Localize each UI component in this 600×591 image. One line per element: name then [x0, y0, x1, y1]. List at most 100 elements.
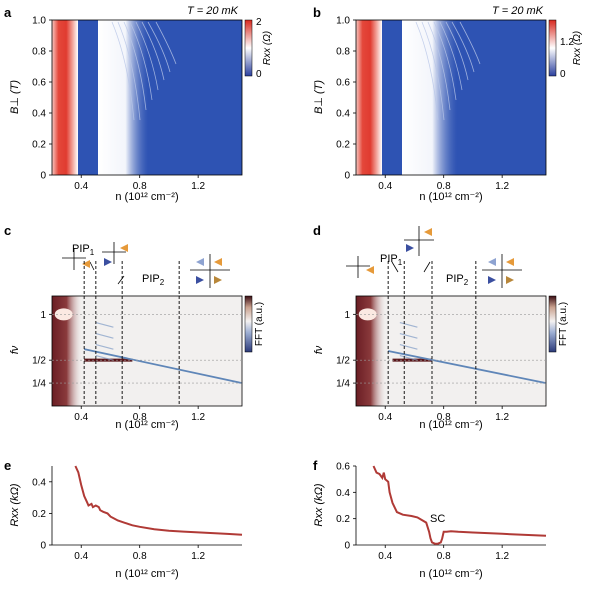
panel-b-cbar-label: Rxx (Ω)	[572, 31, 583, 65]
panel-c-pip2: PIP2	[142, 273, 165, 287]
panel-f-x-ticks: 0.4 0.8 1.2	[378, 545, 510, 562]
panel-a-cbar-max: 2	[256, 17, 262, 28]
panel-f-sc-label: SC	[430, 513, 445, 525]
panel-d-cbar-label: FFT (a.u.)	[558, 302, 569, 346]
panel-d-y-tick-label: 1/2	[336, 356, 350, 367]
panel-f-series-line	[372, 465, 547, 545]
panel-c-orange-state-1	[82, 260, 90, 268]
panel-b-temperature: T = 20 mK	[492, 5, 544, 17]
panel-b-x-tick-label: 1.2	[495, 181, 509, 192]
panel-b-y-tick-label: 1.0	[336, 16, 350, 27]
panel-f-y-tick-label: 0	[344, 541, 350, 552]
panel-b-cbar-min: 0	[560, 69, 566, 80]
panel-e-xlabel: n (10¹² cm⁻²)	[115, 568, 178, 580]
panel-b-x-tick-label: 0.4	[378, 181, 392, 192]
panel-e-x-tick-label: 1.2	[191, 551, 205, 562]
panel-d-fft-trace	[387, 350, 547, 384]
panel-a-x-tick-label: 0.8	[133, 181, 147, 192]
panel-c-x-tick-label: 0.4	[74, 412, 88, 423]
panel-e-x-tick-label: 0.8	[133, 551, 147, 562]
panel-a-cbar-label: Rxx (Ω)	[262, 31, 273, 65]
panel-f-y-tick-label: 0.6	[336, 462, 350, 473]
panel-a-ylabel: B⊥ (T)	[9, 80, 21, 114]
panel-c-orange-state-2	[120, 244, 128, 252]
panel-d-fft-streak	[399, 344, 418, 350]
panel-e-y-tick-label: 0.4	[32, 477, 46, 488]
panel-c-blue-state-1	[104, 258, 112, 266]
panel-letter-d: d	[313, 223, 321, 238]
panel-e-series-line	[74, 465, 243, 536]
panel-c-fft-trace	[83, 348, 243, 384]
panel-d-lightblue-state	[488, 258, 496, 266]
panel-a-cbar-min: 0	[256, 69, 262, 80]
panel-c-fft-streak	[95, 355, 114, 361]
panel-a-temperature: T = 20 mK	[187, 5, 239, 17]
panel-c-orange-state-3	[214, 258, 222, 266]
panel-a: T = 20 mK 0.4 0.8 1.2 0 0.2 0.4 0.6 0.8 1.0 B⊥ …	[9, 5, 273, 203]
panel-a-y-tick-label: 0.2	[32, 140, 46, 151]
panel-d-dashed	[356, 261, 546, 406]
panel-c-ylabel: fν	[9, 345, 21, 354]
panel-d: PIP1 PIP2 0.4 0.8 1.2 1/4 1/2 1 fν n (10¹² c…	[313, 226, 569, 431]
panel-b-cbar-max: 1.2	[560, 37, 574, 48]
panel-c-xlabel: n (10¹² cm⁻²)	[115, 419, 178, 431]
panel-letter-e: e	[4, 458, 11, 473]
panel-c-y-tick-label: 1/2	[32, 356, 46, 367]
panel-e-x-tick-label: 0.4	[74, 551, 88, 562]
panel-a-xlabel: n (10¹² cm⁻²)	[115, 191, 178, 203]
panel-b-xlabel: n (10¹² cm⁻²)	[419, 191, 482, 203]
panel-c-fft-streak	[95, 322, 114, 328]
panel-b-y-tick-label: 0.4	[336, 109, 350, 120]
panel-d-blue-state-1	[406, 244, 414, 252]
panel-c-pip1: PIP1	[72, 243, 95, 257]
panel-d-x-tick-label: 1.2	[495, 412, 509, 423]
panel-a-y-tick-label: 0.6	[32, 78, 46, 89]
panel-letter-a: a	[4, 5, 12, 20]
panel-f-xlabel: n (10¹² cm⁻²)	[419, 568, 482, 580]
panel-d-blue-state-2	[488, 276, 496, 284]
panel-d-ylabel: fν	[313, 345, 325, 354]
panel-f-ylabel: Rxx (kΩ)	[313, 483, 325, 527]
panel-a-y-ticks: 0 0.2 0.4 0.6 0.8 1.0	[32, 16, 52, 182]
panel-b-y-ticks: 0 0.2 0.4 0.6 0.8 1.0	[336, 16, 356, 182]
panel-d-x-tick-label: 0.4	[378, 412, 392, 423]
panel-letter-b: b	[313, 5, 321, 20]
panel-f-y-tick-label: 0.4	[336, 488, 350, 499]
panel-a-y-tick-label: 0.8	[32, 47, 46, 58]
panel-e-x-ticks: 0.4 0.8 1.2	[74, 545, 206, 562]
panel-c-y-tick-label: 1/4	[32, 379, 46, 390]
panel-d-x-tick-label: 0.8	[437, 412, 451, 423]
panel-b-y-tick-label: 0	[344, 171, 350, 182]
panel-d-orange-state-3	[506, 258, 514, 266]
panel-f-x-tick-label: 1.2	[495, 551, 509, 562]
panel-e-y-tick-label: 0	[40, 541, 46, 552]
panel-f-y-tick-label: 0.2	[336, 514, 350, 525]
panel-d-orange-state-1	[366, 266, 374, 274]
panel-d-orange-state-2	[424, 228, 432, 236]
panel-a-y-tick-label: 1.0	[32, 16, 46, 27]
panel-a-x-tick-label: 1.2	[191, 181, 205, 192]
panel-f-x-tick-label: 0.4	[378, 551, 392, 562]
panel-b-y-tick-label: 0.8	[336, 47, 350, 58]
panel-b-ylabel: B⊥ (T)	[313, 80, 325, 114]
panel-f: 0.4 0.8 1.2 0 0.2 0.4 0.6 SC Rxx (kΩ) n (10¹²…	[313, 462, 547, 580]
panel-d-peak-one	[358, 308, 377, 321]
panel-d-y-ticks: 1/4 1/2 1	[336, 310, 356, 390]
panel-letter-c: c	[4, 223, 11, 238]
panel-d-y-tick-label: 1	[344, 310, 350, 321]
panel-c-peak-one	[54, 308, 73, 321]
panel-d-pip1: PIP1	[380, 253, 403, 267]
panel-c-blue-state-2	[196, 276, 204, 284]
panel-c-y-tick-label: 1	[40, 310, 46, 321]
panel-c-y-ticks: 1/4 1/2 1	[32, 310, 52, 390]
panel-a-y-tick-label: 0.4	[32, 109, 46, 120]
panel-c-x-tick-label: 1.2	[191, 412, 205, 423]
panel-c-fft-streak	[95, 344, 114, 350]
panel-d-fft-streak	[399, 322, 418, 328]
panel-a-x-tick-label: 0.4	[74, 181, 88, 192]
panel-c-brown-state	[214, 276, 222, 284]
panel-b-y-tick-label: 0.6	[336, 78, 350, 89]
panel-e-ylabel: Rxx (kΩ)	[9, 483, 21, 527]
panel-c-dashed	[52, 261, 242, 406]
